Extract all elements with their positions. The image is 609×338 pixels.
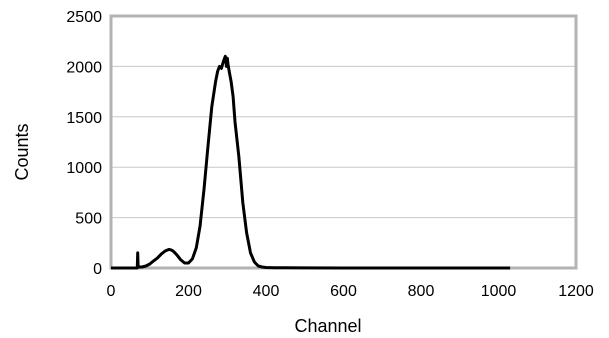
x-tick-label: 800 [408,283,435,300]
x-tick-label: 1000 [481,283,517,300]
x-tick-label: 600 [330,283,357,300]
x-tick-label: 400 [253,283,280,300]
y-tick-label: 1000 [66,160,102,177]
y-tick-label: 2000 [66,59,102,76]
x-tick-label: 200 [175,283,202,300]
x-axis-title: Channel [294,316,361,336]
gridlines [111,65,576,219]
x-tick-label: 0 [107,283,116,300]
plot-frame [109,14,578,270]
y-tick-label: 0 [93,261,102,278]
y-tick-label: 1500 [66,110,102,127]
counts-series-line [111,54,511,270]
y-tick-label: 2500 [66,9,102,26]
y-axis-title: Counts [12,123,32,180]
x-axis-ticks: 0 200 400 600 800 1000 1200 [107,283,594,300]
x-tick-label: 1200 [558,283,594,300]
y-axis-ticks: 0 500 1000 1500 2000 2500 [66,9,102,278]
y-tick-label: 500 [75,211,102,228]
